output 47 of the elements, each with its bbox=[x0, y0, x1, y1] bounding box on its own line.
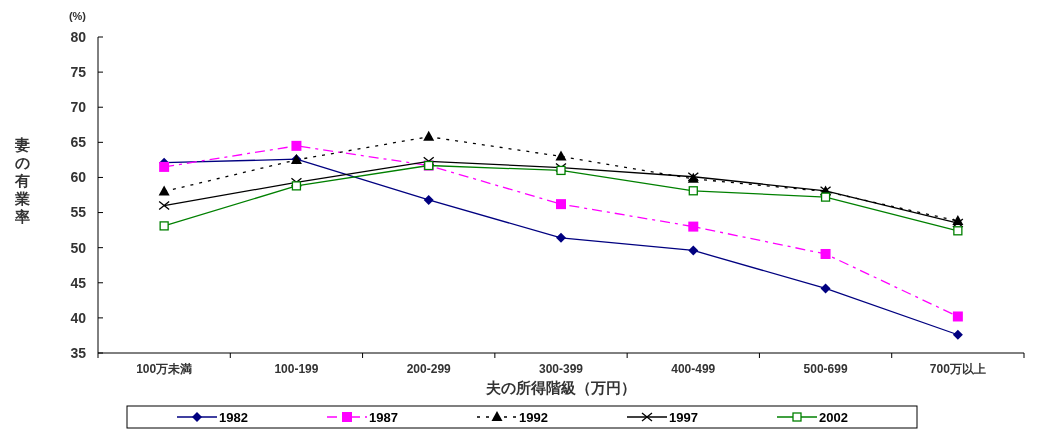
y-tick-label: 45 bbox=[70, 274, 87, 291]
point bbox=[159, 221, 169, 231]
point bbox=[952, 311, 963, 322]
y-tick-label: 75 bbox=[70, 64, 87, 81]
legend-label: 1997 bbox=[669, 409, 698, 425]
point bbox=[423, 130, 435, 141]
y-tick-label: 55 bbox=[70, 204, 87, 221]
x-tick-label: 300-399 bbox=[538, 362, 584, 376]
legend-label: 1982 bbox=[219, 409, 248, 425]
y-tick-label: 50 bbox=[70, 239, 87, 256]
x-axis-title: 夫の所得階級（万円） bbox=[485, 379, 636, 396]
x-tick-label: 100万未満 bbox=[136, 362, 193, 376]
point bbox=[556, 199, 566, 210]
point bbox=[291, 181, 302, 191]
point bbox=[688, 221, 699, 232]
point bbox=[158, 200, 170, 211]
x-tick-label: 400-499 bbox=[671, 362, 716, 376]
point bbox=[555, 150, 567, 161]
point bbox=[688, 245, 699, 256]
point bbox=[820, 248, 831, 259]
y-tick-label: 40 bbox=[70, 309, 87, 326]
point bbox=[820, 192, 831, 202]
y-tick-label: 65 bbox=[70, 134, 87, 151]
point bbox=[556, 232, 566, 243]
point bbox=[159, 161, 170, 172]
point bbox=[158, 185, 170, 196]
point bbox=[290, 177, 303, 188]
legend-label: 1987 bbox=[369, 409, 398, 425]
point bbox=[423, 156, 435, 166]
legend-label: 1992 bbox=[519, 409, 548, 425]
y-tick-label: 60 bbox=[70, 169, 87, 186]
legend-label: 2002 bbox=[819, 409, 848, 425]
y-axis-title: 妻の有業率 bbox=[13, 136, 30, 225]
y-tick-label: 80 bbox=[70, 28, 87, 45]
x-tick-label: 500-699 bbox=[803, 362, 848, 376]
x-tick-label: 700万以上 bbox=[929, 362, 986, 376]
point bbox=[291, 140, 302, 151]
point bbox=[423, 194, 434, 205]
point bbox=[952, 329, 963, 340]
x-tick-label: 100-199 bbox=[274, 362, 319, 376]
point bbox=[953, 226, 963, 236]
y-tick-label: 70 bbox=[70, 99, 87, 116]
point bbox=[820, 283, 831, 294]
text: (%) bbox=[68, 10, 87, 22]
x-tick-label: 200-299 bbox=[406, 362, 452, 376]
point bbox=[688, 186, 698, 196]
y-tick-label: 35 bbox=[70, 344, 87, 361]
